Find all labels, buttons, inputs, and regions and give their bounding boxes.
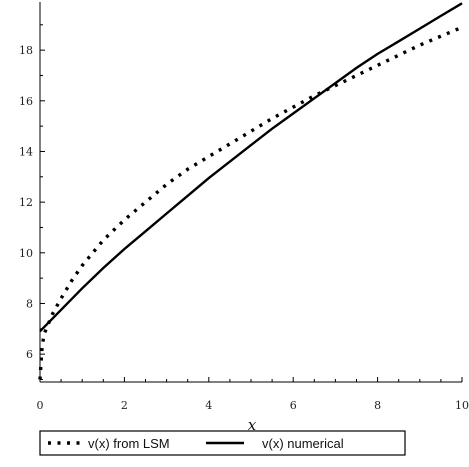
x-tick-label: 8 — [374, 399, 381, 412]
x-tick-label: 4 — [205, 399, 212, 412]
axes: 6 8 10 12 14 16 18 0 2 4 6 8 10 — [19, 2, 469, 412]
series-numerical-line — [39, 2, 463, 333]
y-tick-label: 8 — [26, 297, 33, 310]
legend-label-lsm: v(x) from LSM — [88, 436, 170, 451]
x-tick-label: 6 — [290, 399, 297, 412]
x-tick-label: 2 — [121, 399, 128, 412]
x-tick-label: 0 — [37, 399, 44, 412]
x-tick-label: 10 — [455, 399, 469, 412]
series-layer — [38, 2, 463, 380]
y-tick-label: 16 — [19, 95, 33, 108]
y-tick-label: 14 — [19, 145, 33, 158]
legend-label-numerical: v(x) numerical — [262, 436, 344, 451]
x-axis-title: x — [248, 416, 257, 434]
y-tick-label: 10 — [19, 247, 33, 260]
y-tick-label: 12 — [19, 196, 33, 209]
y-tick-label: 18 — [19, 44, 33, 57]
legend: v(x) from LSM v(x) numerical — [39, 430, 406, 456]
y-tick-label: 6 — [26, 348, 33, 361]
series-lsm-line — [38, 25, 463, 380]
